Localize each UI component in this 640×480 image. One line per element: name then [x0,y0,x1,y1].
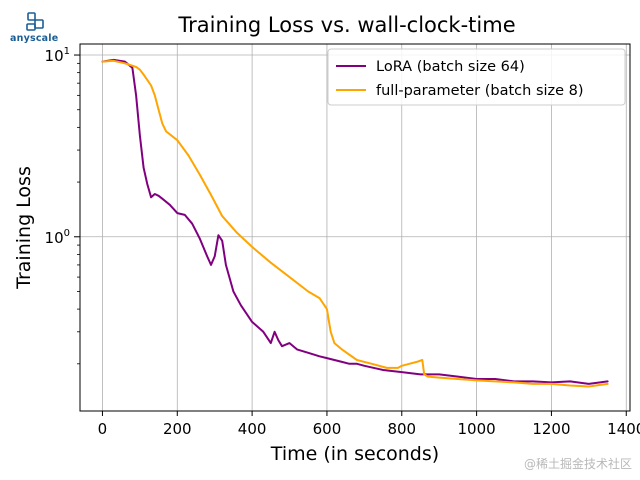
watermark: @稀土掘金技术社区 [523,457,632,471]
y-axis-label: Training Loss [13,166,35,290]
legend-label-lora: LoRA (batch size 64) [376,59,525,75]
series-layer [101,58,609,388]
x-tick-label: 1400 [607,420,640,438]
anyscale-logo-icon [26,12,44,31]
y-tick-label: 100 [45,228,70,247]
x-tick-label: 800 [387,420,416,438]
chart-title: Training Loss vs. wall-clock-time [177,13,515,37]
plot-frame [79,43,631,412]
x-tick-label: 200 [163,420,192,438]
anyscale-logo-text: anyscale [10,33,59,44]
y-tick-label: 101 [45,46,70,65]
series-line-lora [101,58,609,385]
legend: LoRA (batch size 64) full-parameter (batc… [327,48,626,106]
x-tick-label: 1000 [458,420,496,438]
x-axis-label: Time (in seconds) [270,443,439,465]
x-tick-label: 400 [238,420,267,438]
x-tick-label: 1200 [532,420,570,438]
legend-label-full-parameter: full-parameter (batch size 8) [376,83,584,99]
series-line-full-parameter [101,59,609,388]
x-tick-label: 600 [313,420,342,438]
x-tick-label: 0 [98,420,108,438]
legend-box [327,48,626,106]
axis-ticks: 0 200 400 600 800 1000 1200 1400 100 101 [45,46,640,438]
